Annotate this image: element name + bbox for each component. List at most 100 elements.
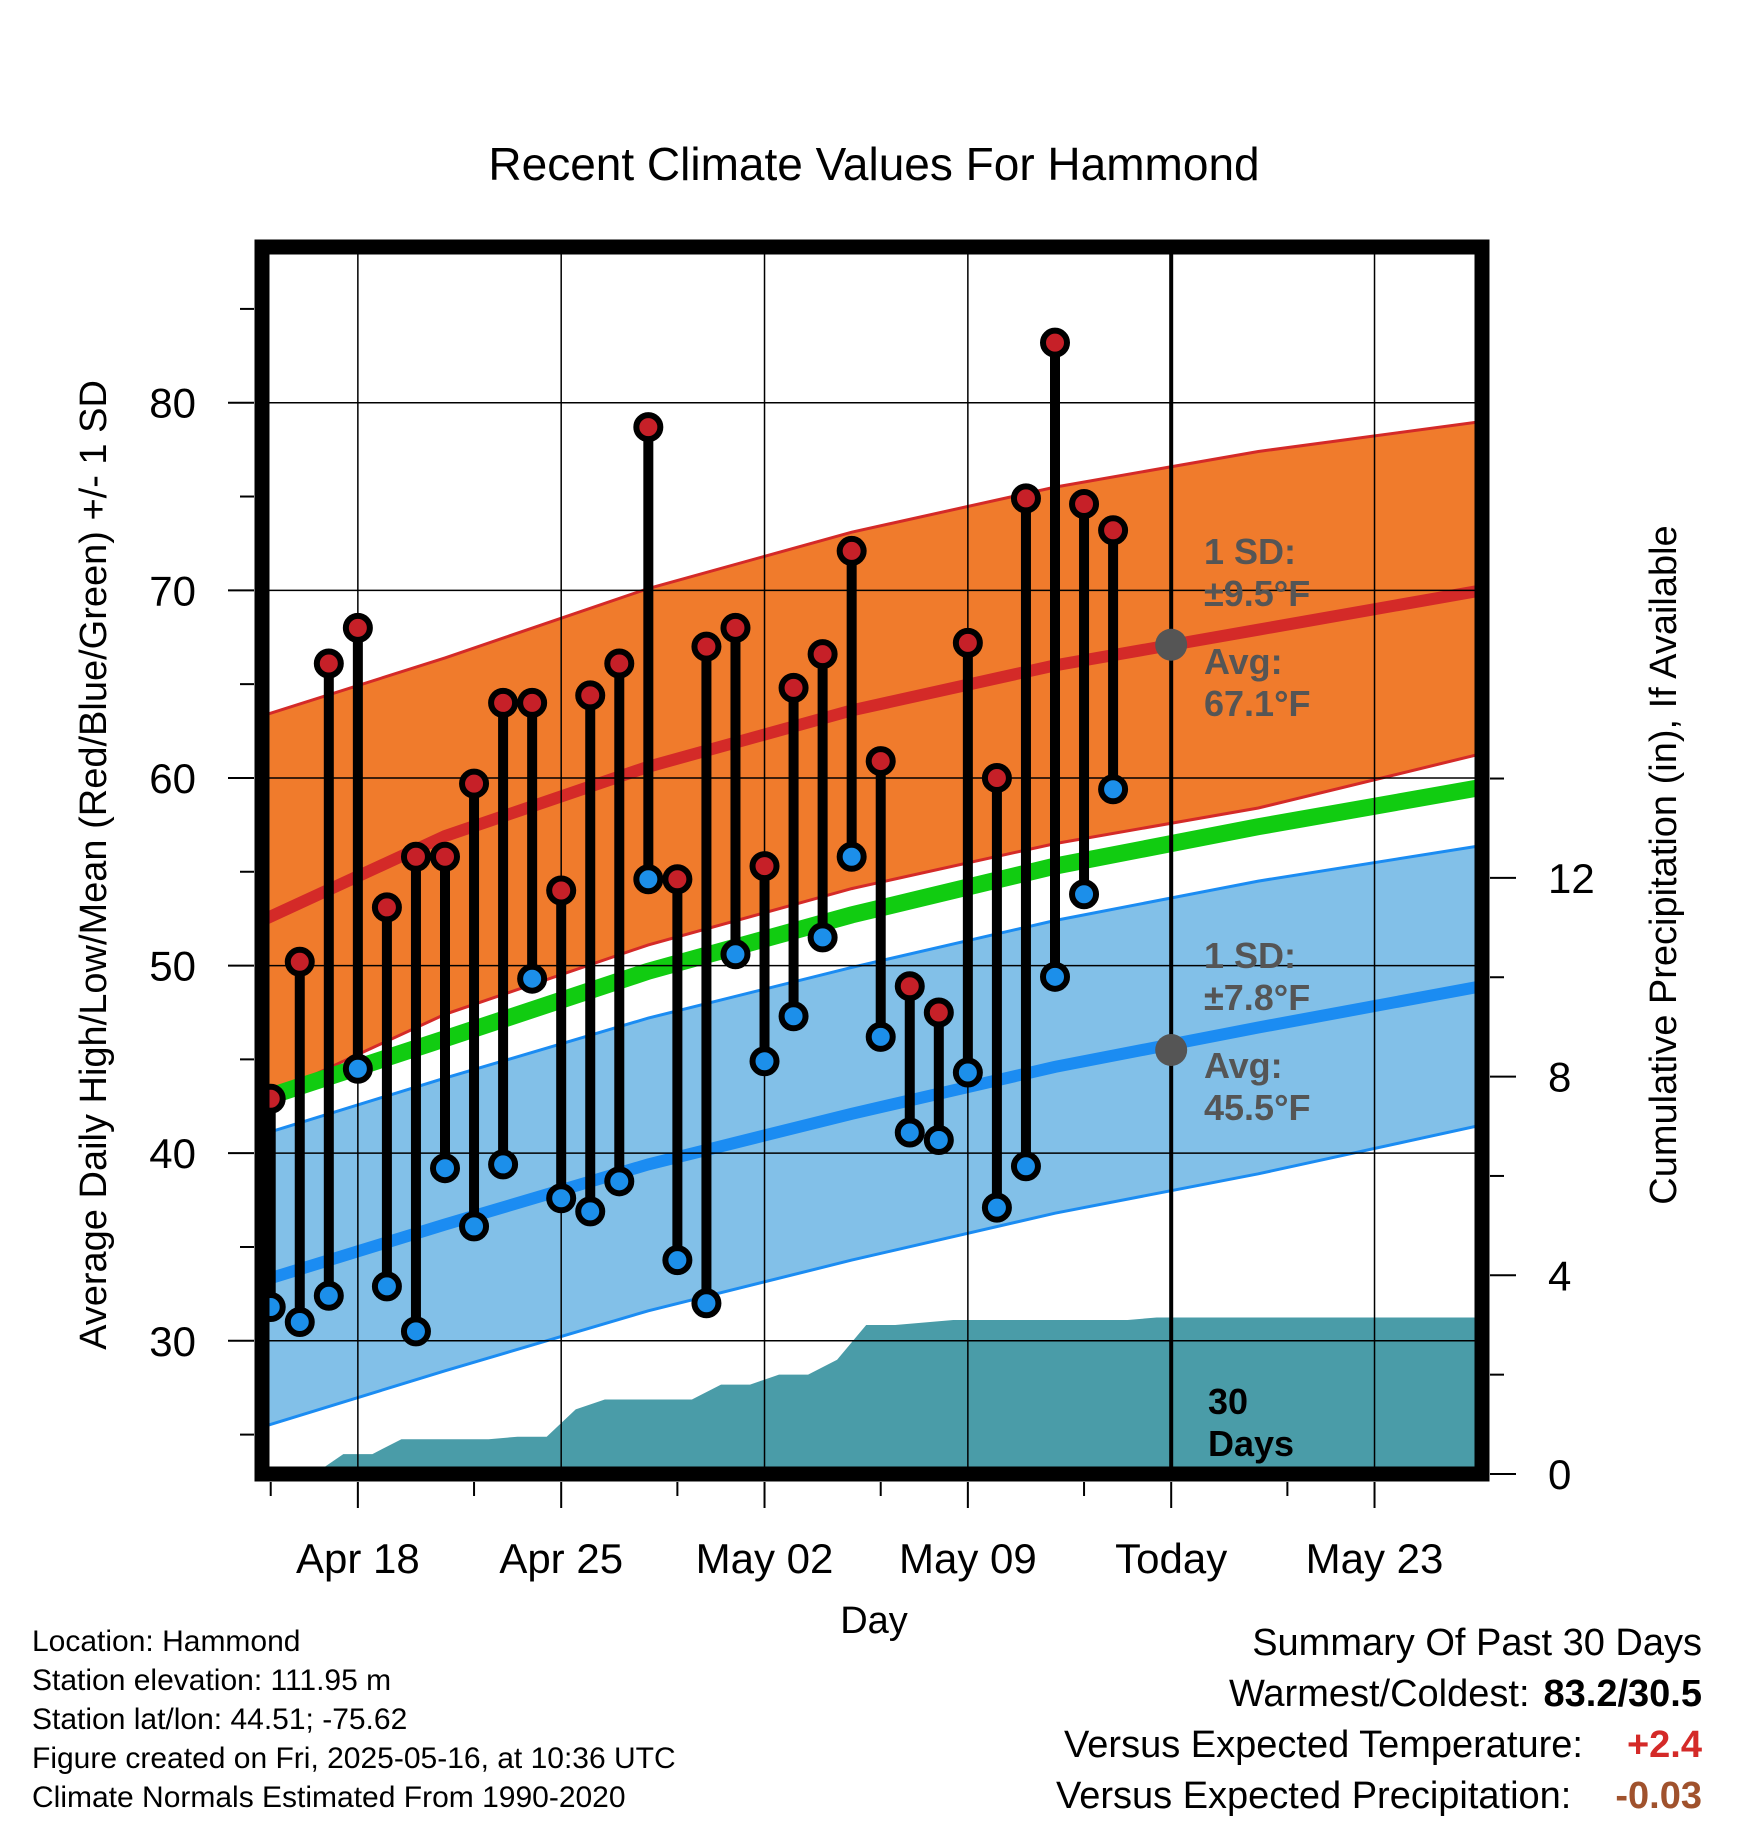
daily-high-marker — [952, 627, 983, 658]
daily-high-marker — [459, 768, 490, 799]
daily-low-marker — [778, 1001, 809, 1032]
low-sd-band — [262, 845, 1482, 1428]
high-avg-value: 67.1°F — [1204, 683, 1310, 724]
daily-high-marker — [633, 412, 664, 443]
temp-anomaly-value: +2.4 — [1626, 1724, 1702, 1766]
daily-low-marker — [488, 1149, 519, 1180]
daily-high-marker — [720, 612, 751, 643]
avg-low-line — [262, 980, 1482, 1287]
daily-high-marker — [836, 535, 867, 566]
plot-frame — [254, 239, 1490, 1482]
daily-low-marker — [720, 939, 751, 970]
today-high-avg-marker — [1155, 628, 1188, 661]
precip-anomaly-label: Versus Expected Precipitation: — [1055, 1775, 1572, 1817]
daily-high-marker — [749, 851, 780, 882]
info-normals: Climate Normals Estimated From 1990-2020 — [32, 1781, 626, 1814]
daily-low-marker — [691, 1288, 722, 1319]
daily-marks — [255, 327, 1188, 1347]
daily-high-marker — [807, 639, 838, 670]
daily-high-marker — [1069, 489, 1100, 520]
y2-axis-label: Cumulative Precipitation (in), If Availa… — [1643, 525, 1685, 1204]
y-tick-label: 60 — [149, 755, 196, 802]
daily-low-marker — [313, 1280, 344, 1311]
annotations: 1 SD: ±9.5°F Avg: 67.1°F 1 SD: ±7.8°F Av… — [1204, 531, 1310, 1464]
daily-low-marker — [342, 1053, 373, 1084]
high-sd-value: ±9.5°F — [1204, 573, 1310, 614]
summary-heading: Summary Of Past 30 Days — [1252, 1622, 1702, 1664]
daily-low-marker — [284, 1307, 315, 1338]
days-label-word: Days — [1208, 1423, 1294, 1464]
daily-high-marker — [778, 672, 809, 703]
y-tick-label: 70 — [149, 567, 196, 614]
days-label-number: 30 — [1208, 1381, 1248, 1422]
daily-low-marker — [459, 1211, 490, 1242]
daily-high-marker — [865, 746, 896, 777]
summary-panel: Summary Of Past 30 Days Warmest/Coldest:… — [1056, 1618, 1702, 1822]
daily-low-marker — [546, 1183, 577, 1214]
daily-low-marker — [981, 1192, 1012, 1223]
daily-low-marker — [1040, 961, 1070, 992]
daily-high-marker — [981, 762, 1012, 793]
warm-cold-label: Warmest/Coldest: — [1228, 1673, 1530, 1715]
x-tick-label: May 09 — [899, 1535, 1037, 1582]
daily-low-marker — [1098, 774, 1129, 805]
x-tick-label: May 23 — [1306, 1535, 1444, 1582]
daily-high-marker — [1010, 483, 1041, 514]
daily-low-marker — [865, 1021, 896, 1052]
low-avg-label: Avg: — [1204, 1045, 1283, 1086]
high-avg-label: Avg: — [1204, 641, 1283, 682]
low-sd-lower-edge — [262, 1123, 1482, 1429]
precip-anomaly-value: -0.03 — [1615, 1775, 1702, 1817]
daily-low-marker — [1069, 879, 1100, 910]
daily-high-marker — [400, 841, 431, 872]
daily-low-marker — [1010, 1151, 1041, 1182]
daily-high-marker — [691, 631, 722, 662]
daily-high-marker — [1098, 515, 1129, 546]
warm-cold-value: 83.2/30.5 — [1543, 1673, 1702, 1715]
y-axis-label: Average Daily High/Low/Mean (Red/Blue/Gr… — [73, 380, 115, 1350]
y-tick-label: 40 — [149, 1130, 196, 1177]
daily-low-marker — [604, 1166, 635, 1197]
station-info: Location: Hammond Station elevation: 111… — [32, 1622, 676, 1817]
daily-low-marker — [836, 841, 867, 872]
x-axis-label: Day — [840, 1600, 908, 1642]
x-tick-label: Apr 18 — [296, 1535, 420, 1582]
daily-high-marker — [575, 680, 606, 711]
daily-low-marker — [923, 1125, 954, 1156]
daily-high-marker — [430, 841, 460, 872]
info-latlon: Station lat/lon: 44.51; -75.62 — [32, 1703, 408, 1736]
info-created: Figure created on Fri, 2025-05-16, at 10… — [32, 1742, 676, 1775]
daily-low-marker — [575, 1196, 606, 1227]
high-sd-upper-edge — [262, 420, 1482, 718]
daily-high-marker — [662, 864, 693, 895]
x-tick-label: Today — [1115, 1535, 1227, 1582]
daily-low-marker — [430, 1153, 460, 1184]
daily-high-marker — [284, 946, 315, 977]
daily-low-marker — [633, 864, 664, 895]
x-tick-label: May 02 — [696, 1535, 834, 1582]
y-tick-label: 30 — [149, 1318, 196, 1365]
y2-tick-label: 12 — [1548, 855, 1595, 902]
daily-high-marker — [923, 997, 954, 1028]
daily-high-marker — [517, 687, 548, 718]
daily-high-marker — [546, 875, 577, 906]
daily-high-marker — [894, 971, 925, 1002]
y2-tick-label: 8 — [1548, 1054, 1571, 1101]
low-avg-value: 45.5°F — [1204, 1087, 1310, 1128]
low-sd-value: ±7.8°F — [1204, 977, 1310, 1018]
high-sd-label: 1 SD: — [1204, 531, 1296, 572]
daily-high-marker — [1040, 327, 1070, 358]
daily-high-marker — [488, 687, 519, 718]
daily-low-marker — [894, 1117, 925, 1148]
daily-low-marker — [517, 963, 548, 994]
axes: 30 40 50 60 70 80 0 4 8 12 Apr 18 Apr 25 May 02 May 0… — [149, 307, 1595, 1582]
daily-low-marker — [662, 1245, 693, 1276]
daily-low-marker — [749, 1046, 780, 1077]
x-tick-label: Apr 25 — [499, 1535, 623, 1582]
y2-tick-label: 0 — [1548, 1451, 1571, 1498]
daily-low-marker — [807, 922, 838, 953]
y-tick-label: 50 — [149, 943, 196, 990]
daily-low-marker — [371, 1271, 402, 1302]
daily-low-marker — [952, 1057, 983, 1088]
